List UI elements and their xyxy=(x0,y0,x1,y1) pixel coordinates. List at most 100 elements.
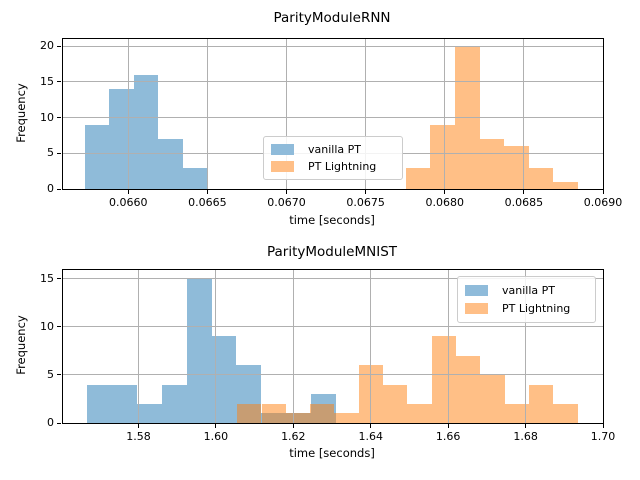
y-tick-label: 15 xyxy=(40,271,54,285)
x-tick-mark xyxy=(447,424,449,428)
x-tick-label: 1.58 xyxy=(126,430,151,443)
gridline-vertical xyxy=(602,39,603,189)
gridline-vertical xyxy=(292,270,294,423)
x-tick-label: 0.0670 xyxy=(267,196,306,209)
legend-label: PT Lightning xyxy=(502,302,571,316)
histogram-bar xyxy=(285,413,311,423)
histogram-bar xyxy=(182,167,208,189)
plot-area xyxy=(62,269,604,424)
histogram-bar xyxy=(109,89,134,189)
legend: vanilla PT PT Lightning xyxy=(263,136,403,180)
x-axis-label: time [seconds] xyxy=(289,213,375,227)
legend-entry: vanilla PT xyxy=(465,281,588,299)
y-tick-mark xyxy=(57,374,61,376)
y-tick-label: 0 xyxy=(47,416,54,429)
x-tick-label: 1.68 xyxy=(513,430,538,443)
legend-entry: PT Lightning xyxy=(271,158,395,175)
x-tick-label: 0.0660 xyxy=(108,196,148,209)
y-tick-label: 5 xyxy=(47,367,54,381)
y-tick-label: 10 xyxy=(40,319,54,333)
x-tick-label: 1.62 xyxy=(281,430,306,443)
gridline-horizontal xyxy=(63,45,603,47)
legend: vanilla PT PT Lightning xyxy=(457,276,596,323)
histogram-bar xyxy=(237,403,262,423)
y-tick-mark xyxy=(57,45,61,47)
y-tick-mark xyxy=(57,152,61,154)
chart-title: ParityModuleRNN xyxy=(273,10,391,26)
legend-entry: vanilla PT xyxy=(271,141,395,158)
y-tick-label: 15 xyxy=(40,74,54,88)
histogram-bar xyxy=(136,403,162,423)
histogram-bar xyxy=(84,124,110,189)
x-tick-mark xyxy=(215,424,217,428)
gridline-vertical xyxy=(365,39,367,189)
gridline-vertical xyxy=(444,39,446,189)
gridline-vertical xyxy=(206,39,208,189)
histogram-bar xyxy=(553,403,578,423)
histogram-bar xyxy=(334,413,359,423)
x-tick-label: 0.0690 xyxy=(583,196,623,209)
gridline-horizontal xyxy=(63,422,603,423)
x-tick-mark xyxy=(206,190,208,194)
histogram-bar xyxy=(158,139,183,189)
legend-entry: PT Lightning xyxy=(465,300,588,318)
legend-swatch-vanilla-pt-icon xyxy=(465,284,488,296)
y-tick-mark xyxy=(57,422,61,424)
legend-label: vanilla PT xyxy=(308,143,361,156)
x-tick-mark xyxy=(525,424,527,428)
gridline-vertical xyxy=(447,270,449,423)
x-tick-label: 1.66 xyxy=(435,430,461,443)
gridline-vertical xyxy=(525,270,527,423)
x-tick-mark xyxy=(523,190,525,194)
y-tick-label: 0 xyxy=(47,182,54,195)
histogram-bar xyxy=(383,384,408,423)
x-tick-label: 1.64 xyxy=(358,430,383,443)
y-tick-mark xyxy=(57,326,61,328)
x-tick-mark xyxy=(602,190,604,194)
x-tick-mark xyxy=(444,190,446,194)
gridline-vertical xyxy=(523,39,525,189)
y-tick-label: 20 xyxy=(40,39,54,53)
x-tick-label: 0.0675 xyxy=(346,196,385,209)
gridline-horizontal xyxy=(63,374,603,376)
histogram-bar xyxy=(431,336,456,423)
gridline-vertical xyxy=(370,270,372,423)
histogram-bar xyxy=(111,384,137,423)
gridline-horizontal xyxy=(63,81,603,83)
x-tick-mark xyxy=(285,190,287,194)
chart-title: ParityModuleMNIST xyxy=(266,244,398,260)
x-tick-label: 1.70 xyxy=(590,430,616,443)
histogram-bar xyxy=(430,124,455,189)
y-tick-mark xyxy=(57,117,61,119)
x-tick-mark xyxy=(127,190,129,194)
legend-swatch-pt-lightning-icon xyxy=(465,303,488,315)
histogram-bar xyxy=(479,139,505,189)
legend-label: PT Lightning xyxy=(308,160,377,173)
legend-swatch-vanilla-pt-icon xyxy=(271,144,294,155)
legend-label: vanilla PT xyxy=(502,283,555,297)
gridline-horizontal xyxy=(63,117,603,119)
gridline-vertical xyxy=(602,270,603,423)
histogram-bar xyxy=(186,278,212,423)
legend-swatch-pt-lightning-icon xyxy=(271,161,294,172)
gridline-vertical xyxy=(215,270,217,423)
y-tick-label: 10 xyxy=(40,110,54,124)
x-tick-mark xyxy=(292,424,294,428)
histogram-bar xyxy=(480,374,505,423)
histogram-bar xyxy=(87,384,112,423)
histogram-bar xyxy=(504,403,529,423)
y-tick-mark xyxy=(57,278,61,280)
histogram-bar xyxy=(405,167,431,189)
x-tick-mark xyxy=(602,424,604,428)
gridline-horizontal xyxy=(63,188,603,189)
histogram-bar xyxy=(261,403,286,423)
x-tick-mark xyxy=(370,424,372,428)
y-tick-mark xyxy=(57,188,61,190)
y-tick-label: 5 xyxy=(47,146,54,160)
histogram-bar xyxy=(407,403,432,423)
x-axis-label: time [seconds] xyxy=(289,446,375,460)
gridline-horizontal xyxy=(63,326,603,328)
